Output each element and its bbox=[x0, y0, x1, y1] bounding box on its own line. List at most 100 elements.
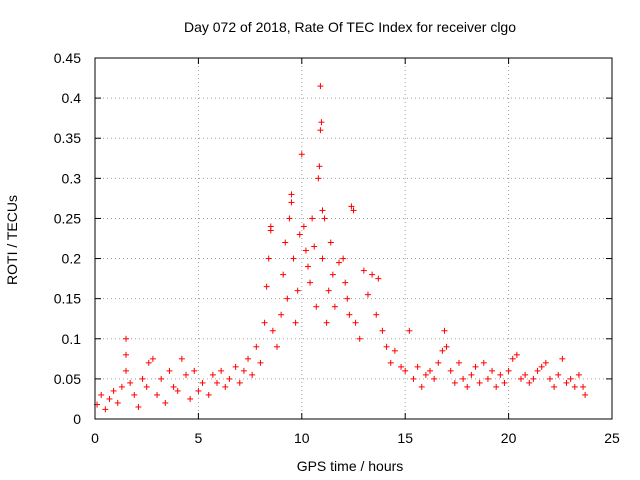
data-point bbox=[468, 371, 475, 378]
data-point bbox=[340, 255, 347, 262]
data-point bbox=[143, 383, 150, 390]
data-point bbox=[249, 371, 256, 378]
data-point bbox=[182, 371, 189, 378]
data-point bbox=[149, 355, 156, 362]
data-point bbox=[327, 239, 334, 246]
data-point bbox=[296, 231, 303, 238]
data-point bbox=[205, 391, 212, 398]
data-point bbox=[187, 395, 194, 402]
data-point bbox=[410, 375, 417, 382]
data-point bbox=[178, 355, 185, 362]
data-point bbox=[530, 375, 537, 382]
data-point bbox=[342, 279, 349, 286]
data-point bbox=[323, 319, 330, 326]
data-point bbox=[269, 327, 276, 334]
data-point bbox=[114, 399, 121, 406]
data-point bbox=[387, 359, 394, 366]
y-tick-label: 0.45 bbox=[54, 50, 81, 66]
data-point bbox=[567, 375, 574, 382]
data-point bbox=[406, 327, 413, 334]
data-point bbox=[451, 379, 458, 386]
data-point bbox=[158, 375, 165, 382]
data-point bbox=[513, 351, 520, 358]
data-point bbox=[170, 383, 177, 390]
data-point bbox=[257, 359, 264, 366]
data-point bbox=[472, 363, 479, 370]
data-point bbox=[300, 223, 307, 230]
data-point bbox=[489, 367, 496, 374]
x-axis-label: GPS time / hours bbox=[297, 458, 404, 474]
data-point bbox=[344, 295, 351, 302]
data-point bbox=[226, 375, 233, 382]
data-point bbox=[273, 343, 280, 350]
data-point bbox=[336, 259, 343, 266]
data-point bbox=[267, 223, 274, 230]
data-points bbox=[94, 83, 589, 413]
data-point bbox=[422, 371, 429, 378]
data-point bbox=[261, 319, 268, 326]
data-point bbox=[280, 271, 287, 278]
x-tick-labels: 0 5 10 15 20 25 bbox=[91, 430, 620, 446]
data-point bbox=[298, 151, 305, 158]
data-point bbox=[582, 391, 589, 398]
data-point bbox=[139, 375, 146, 382]
data-point bbox=[329, 271, 336, 278]
data-point bbox=[199, 379, 206, 386]
data-point bbox=[316, 163, 323, 170]
data-point bbox=[253, 343, 260, 350]
data-point bbox=[284, 295, 291, 302]
y-tick-label: 0.35 bbox=[54, 130, 81, 146]
data-point bbox=[443, 343, 450, 350]
data-point bbox=[290, 255, 297, 262]
chart-title: Day 072 of 2018, Rate Of TEC Index for r… bbox=[184, 19, 516, 35]
data-point bbox=[135, 403, 142, 410]
data-point bbox=[398, 363, 405, 370]
data-point bbox=[460, 375, 467, 382]
data-point bbox=[439, 347, 446, 354]
y-tick-label: 0.15 bbox=[54, 291, 81, 307]
x-tick-label: 15 bbox=[397, 430, 413, 446]
data-point bbox=[555, 371, 562, 378]
data-point bbox=[154, 391, 161, 398]
data-point bbox=[263, 283, 270, 290]
y-tick-label: 0.1 bbox=[62, 331, 82, 347]
data-point bbox=[302, 247, 309, 254]
data-point bbox=[418, 383, 425, 390]
y-tick-label: 0.3 bbox=[62, 170, 82, 186]
data-point bbox=[319, 207, 326, 214]
data-point bbox=[480, 359, 487, 366]
data-point bbox=[311, 243, 318, 250]
data-point bbox=[292, 319, 299, 326]
x-tick-label: 5 bbox=[195, 430, 203, 446]
data-point bbox=[294, 287, 301, 294]
data-point bbox=[518, 375, 525, 382]
data-point bbox=[110, 387, 117, 394]
data-point bbox=[571, 383, 578, 390]
data-point bbox=[131, 391, 138, 398]
data-point bbox=[375, 275, 382, 282]
data-point bbox=[127, 379, 134, 386]
data-point bbox=[123, 335, 130, 342]
data-point bbox=[580, 383, 587, 390]
data-point bbox=[551, 383, 558, 390]
y-tick-label: 0.4 bbox=[62, 90, 82, 106]
x-tick-label: 20 bbox=[501, 430, 517, 446]
data-point bbox=[174, 387, 181, 394]
data-point bbox=[123, 367, 130, 374]
data-point bbox=[307, 279, 314, 286]
data-point bbox=[509, 355, 516, 362]
data-point bbox=[546, 375, 553, 382]
data-point bbox=[484, 375, 491, 382]
y-tick-label: 0 bbox=[73, 411, 81, 427]
data-point bbox=[348, 203, 355, 210]
data-point bbox=[319, 255, 326, 262]
data-point bbox=[317, 83, 324, 90]
data-point bbox=[447, 367, 454, 374]
x-tick-label: 10 bbox=[294, 430, 310, 446]
data-point bbox=[286, 215, 293, 222]
data-point bbox=[195, 387, 202, 394]
data-point bbox=[364, 291, 371, 298]
data-point bbox=[505, 367, 512, 374]
